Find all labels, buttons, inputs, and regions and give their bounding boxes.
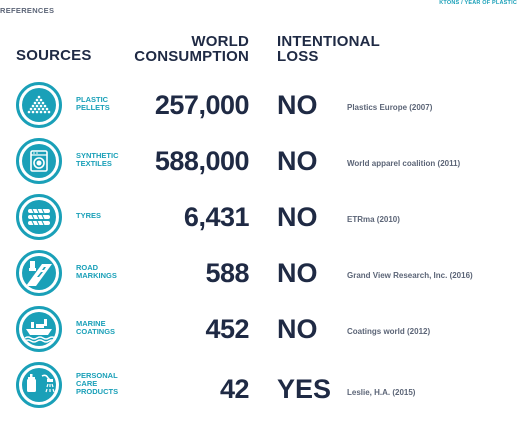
table-row: PERSONAL CARE PRODUCTS 42 YES Leslie, H.… [0, 362, 517, 414]
washing-machine-icon [16, 138, 62, 184]
loss-value: NO [277, 202, 318, 232]
world-consumption-header: WORLD CONSUMPTION [134, 34, 249, 64]
consumption-value: 6,431 [183, 202, 250, 232]
source-label: TYRES [76, 211, 102, 220]
reference-text: ETRma (2010) [347, 215, 400, 224]
plastic-pellets-icon [16, 82, 62, 128]
reference-text: Leslie, H.A. (2015) [347, 388, 416, 397]
table-row: PLASTIC PELLETS 257,000 NO Plastics Euro… [0, 82, 517, 134]
road-markings-icon [16, 250, 62, 296]
source-label: PLASTIC PELLETS [76, 95, 110, 112]
references-header: REFERENCES [0, 6, 55, 15]
loss-value: NO [277, 90, 318, 120]
source-label: ROAD MARKINGS [76, 263, 117, 280]
table-row: ROAD MARKINGS 588 NO Grand View Research… [0, 250, 517, 302]
table-row: SYNTHETIC TEXTILES 588,000 NO World appa… [0, 138, 517, 190]
reference-text: Coatings world (2012) [347, 327, 431, 336]
source-label: MARINE COATINGS [76, 319, 116, 336]
consumption-value: 42 [219, 374, 250, 404]
world-consumption-line1: WORLD [191, 33, 249, 50]
loss-value: YES [277, 374, 332, 404]
source-label: SYNTHETIC TEXTILES [76, 151, 119, 168]
consumption-value: 588,000 [154, 146, 250, 176]
consumption-unit: KTONS / YEAR OF PLASTIC [439, 0, 517, 6]
consumption-value: 588 [205, 258, 249, 288]
consumption-value: 257,000 [154, 90, 250, 120]
table-row: TYRES 6,431 NO ETRma (2010) [0, 194, 517, 246]
intentional-loss-line1: INTENTIONAL [277, 33, 381, 50]
reference-text: Plastics Europe (2007) [347, 103, 433, 112]
world-consumption-line2: CONSUMPTION [134, 48, 249, 65]
intentional-loss-line2: LOSS [277, 48, 319, 65]
intentional-loss-header: INTENTIONAL LOSS [277, 34, 380, 64]
loss-value: NO [277, 258, 318, 288]
tyres-icon [16, 194, 62, 240]
consumption-value: 452 [205, 314, 249, 344]
table-row: MARINE COATINGS 452 NO Coatings world (2… [0, 306, 517, 358]
marine-coatings-icon [16, 306, 62, 352]
loss-value: NO [277, 314, 318, 344]
sources-header: SOURCES [16, 47, 92, 64]
source-label: PERSONAL CARE PRODUCTS [76, 371, 119, 396]
reference-text: Grand View Research, Inc. (2016) [347, 271, 473, 280]
loss-value: NO [277, 146, 318, 176]
personal-care-icon [16, 362, 62, 408]
reference-text: World apparel coalition (2011) [347, 159, 461, 168]
